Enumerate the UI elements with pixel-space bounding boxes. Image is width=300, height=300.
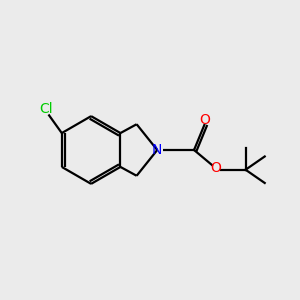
Text: N: N [152, 143, 162, 157]
Text: O: O [199, 113, 210, 127]
Text: O: O [211, 161, 222, 175]
Text: Cl: Cl [39, 102, 52, 116]
